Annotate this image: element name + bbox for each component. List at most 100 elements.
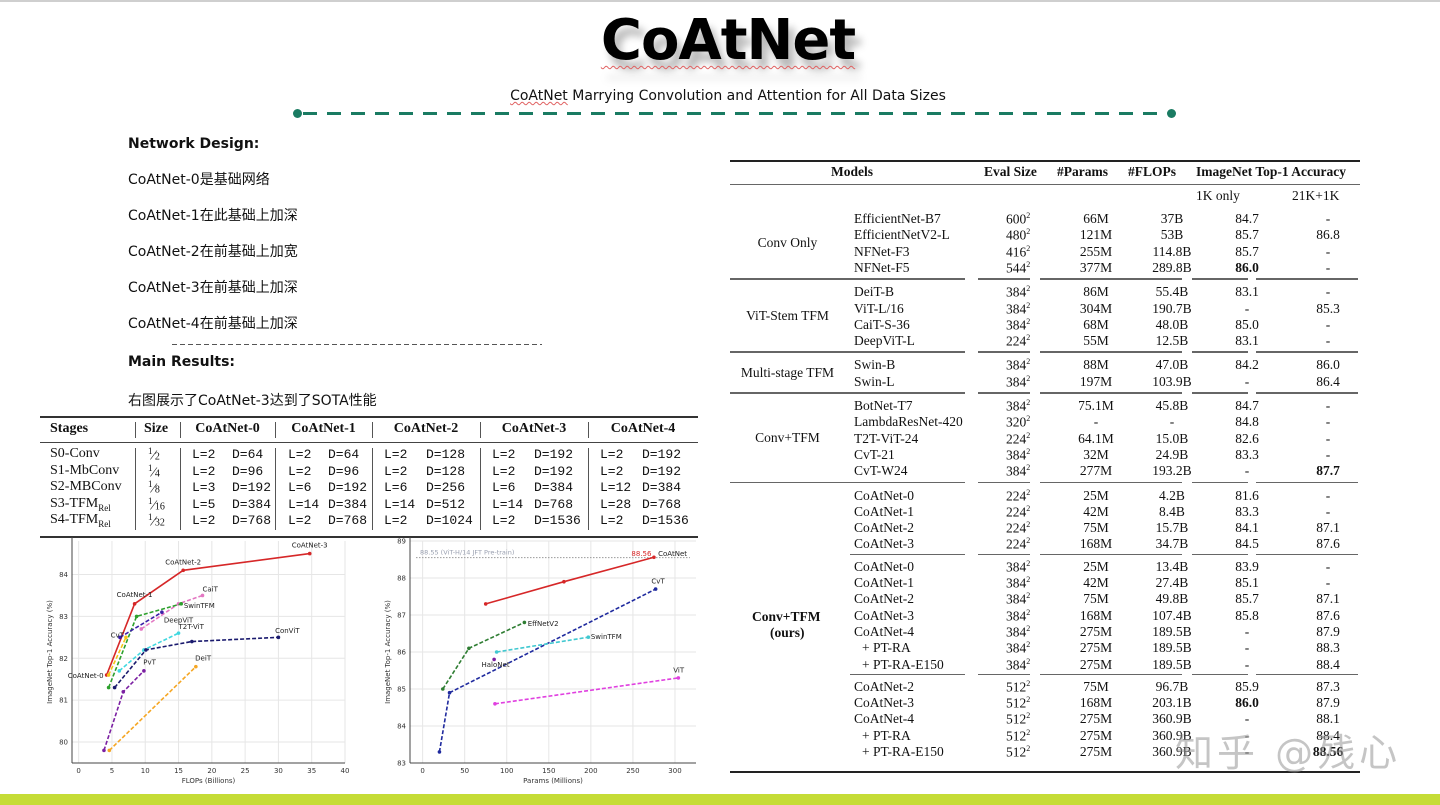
- params-value: 255M: [1079, 243, 1113, 259]
- svg-text:T2T-ViT: T2T-ViT: [178, 623, 205, 631]
- group-rule: [730, 278, 965, 280]
- stage-layers: L=2: [192, 513, 216, 528]
- stage-size: 1⁄8: [148, 479, 160, 497]
- accuracy-21k: 86.4: [1316, 373, 1340, 389]
- params-value: 42M: [1083, 575, 1109, 590]
- accuracy-1k: 81.6: [1235, 487, 1259, 503]
- svg-text:89: 89: [397, 538, 406, 546]
- model-name: ViT-L/16: [854, 300, 904, 316]
- flops-value: -: [1169, 414, 1175, 430]
- accuracy-1k: -: [1244, 727, 1250, 743]
- svg-text:250: 250: [626, 767, 639, 775]
- group-rule: [978, 481, 1030, 483]
- group-label: (ours): [770, 624, 805, 640]
- eval-size: 3842: [1006, 316, 1031, 333]
- flops-value: 189.5B: [1152, 656, 1192, 672]
- params-value: 121M: [1079, 227, 1113, 243]
- model-name: + PT-RA-E150: [862, 656, 944, 672]
- stage-dim: D=128: [426, 463, 466, 479]
- stage-layers: L=2: [492, 513, 516, 528]
- flops-value: 13.4B: [1155, 558, 1189, 574]
- model-name: T2T-ViT-24: [854, 430, 919, 446]
- eval-size: 5442: [1006, 259, 1031, 276]
- stage-layers: L=2: [192, 447, 216, 462]
- stage-layers: L=2: [288, 447, 312, 462]
- column-divider: [180, 448, 181, 530]
- params-value: 25M: [1083, 558, 1109, 574]
- svg-text:CvT: CvT: [111, 631, 125, 639]
- stage-dim: D=768: [642, 496, 682, 512]
- design-line: CoAtNet-0是基础网络: [128, 172, 270, 188]
- column-divider: [135, 448, 136, 530]
- stage-table-header: CoAtNet-4: [610, 421, 676, 436]
- accuracy-21k: 88.1: [1316, 711, 1340, 727]
- group-label: Conv+TFM: [752, 608, 821, 624]
- stage-dim: D=96: [232, 463, 264, 479]
- column-divider: [275, 448, 276, 530]
- eval-size: 2242: [1006, 333, 1031, 349]
- eval-size: 3842: [1006, 357, 1031, 373]
- model-name: DeiT-B: [854, 284, 894, 300]
- flops-value: 27.4B: [1155, 575, 1189, 590]
- stage-table-header: CoAtNet-1: [291, 421, 356, 436]
- flops-value: 107.4B: [1152, 607, 1192, 623]
- stage-dim: D=512: [426, 496, 466, 512]
- group-rule: [1256, 481, 1358, 483]
- flops-value: 47.0B: [1155, 357, 1189, 373]
- accuracy-21k: 87.7: [1316, 463, 1340, 479]
- svg-text:35: 35: [307, 767, 316, 775]
- main-results-heading: Main Results:: [128, 354, 236, 370]
- flops-value: 189.5B: [1152, 623, 1192, 639]
- col-header-flops: #FLOPs: [1128, 164, 1177, 179]
- column-divider: [372, 422, 373, 438]
- accuracy-1k: -: [1244, 656, 1250, 672]
- svg-text:HaloNet: HaloNet: [482, 661, 510, 669]
- stage-dim: D=384: [328, 496, 368, 512]
- model-name: CoAtNet-2: [854, 591, 914, 607]
- svg-text:100: 100: [500, 767, 513, 775]
- eval-size: 3842: [1006, 446, 1031, 463]
- accuracy-21k: 86.8: [1316, 227, 1340, 243]
- params-value: 275M: [1079, 640, 1113, 656]
- group-label: ViT-Stem TFM: [746, 307, 829, 323]
- stage-name: S3-TFMRel: [50, 495, 111, 513]
- eval-size: 3842: [1006, 591, 1031, 607]
- svg-text:DeiT: DeiT: [195, 654, 212, 662]
- svg-text:0: 0: [76, 767, 80, 775]
- svg-text:Params (Millions): Params (Millions): [523, 777, 583, 785]
- stage-dim: D=384: [232, 496, 272, 512]
- svg-text:DeepViT: DeepViT: [164, 617, 194, 625]
- accuracy-21k: -: [1325, 558, 1331, 574]
- stage-dim: D=192: [642, 447, 682, 462]
- stage-layers: L=2: [384, 513, 408, 528]
- flops-value: 8.4B: [1159, 503, 1185, 519]
- stage-layers: L=6: [492, 480, 516, 495]
- svg-text:PvT: PvT: [143, 659, 156, 667]
- svg-text:ImageNet Top-1 Accuracy (%): ImageNet Top-1 Accuracy (%): [384, 600, 392, 704]
- accuracy-21k: -: [1325, 333, 1331, 349]
- accuracy-21k: 86.0: [1316, 357, 1340, 373]
- model-name: DeepViT-L: [854, 333, 915, 349]
- params-value: 64.1M: [1078, 430, 1114, 446]
- stage-dim: D=192: [534, 447, 574, 462]
- model-name: Swin-B: [854, 357, 896, 373]
- group-rule: [978, 392, 1030, 394]
- stage-dim: D=1024: [426, 513, 473, 528]
- svg-text:10: 10: [141, 767, 150, 775]
- svg-text:150: 150: [542, 767, 555, 775]
- model-name: + PT-RA-E150: [862, 744, 944, 759]
- stage-dim: D=64: [232, 447, 264, 462]
- accuracy-1k: 85.9: [1235, 678, 1259, 694]
- eval-size: 3842: [1006, 575, 1031, 591]
- group-label: Conv Only: [757, 234, 818, 250]
- params-value: 275M: [1079, 623, 1113, 639]
- group-rule: [1192, 278, 1248, 280]
- svg-text:SwinTFM: SwinTFM: [591, 633, 622, 641]
- group-label: Conv+TFM: [755, 429, 820, 445]
- flops-value: 96.7B: [1155, 678, 1189, 694]
- eval-size: 3842: [1006, 300, 1031, 317]
- accuracy-1k: 83.3: [1235, 446, 1259, 462]
- svg-text:86: 86: [397, 649, 406, 657]
- subgroup-rule: [850, 673, 965, 675]
- eval-size: 5122: [1006, 727, 1031, 744]
